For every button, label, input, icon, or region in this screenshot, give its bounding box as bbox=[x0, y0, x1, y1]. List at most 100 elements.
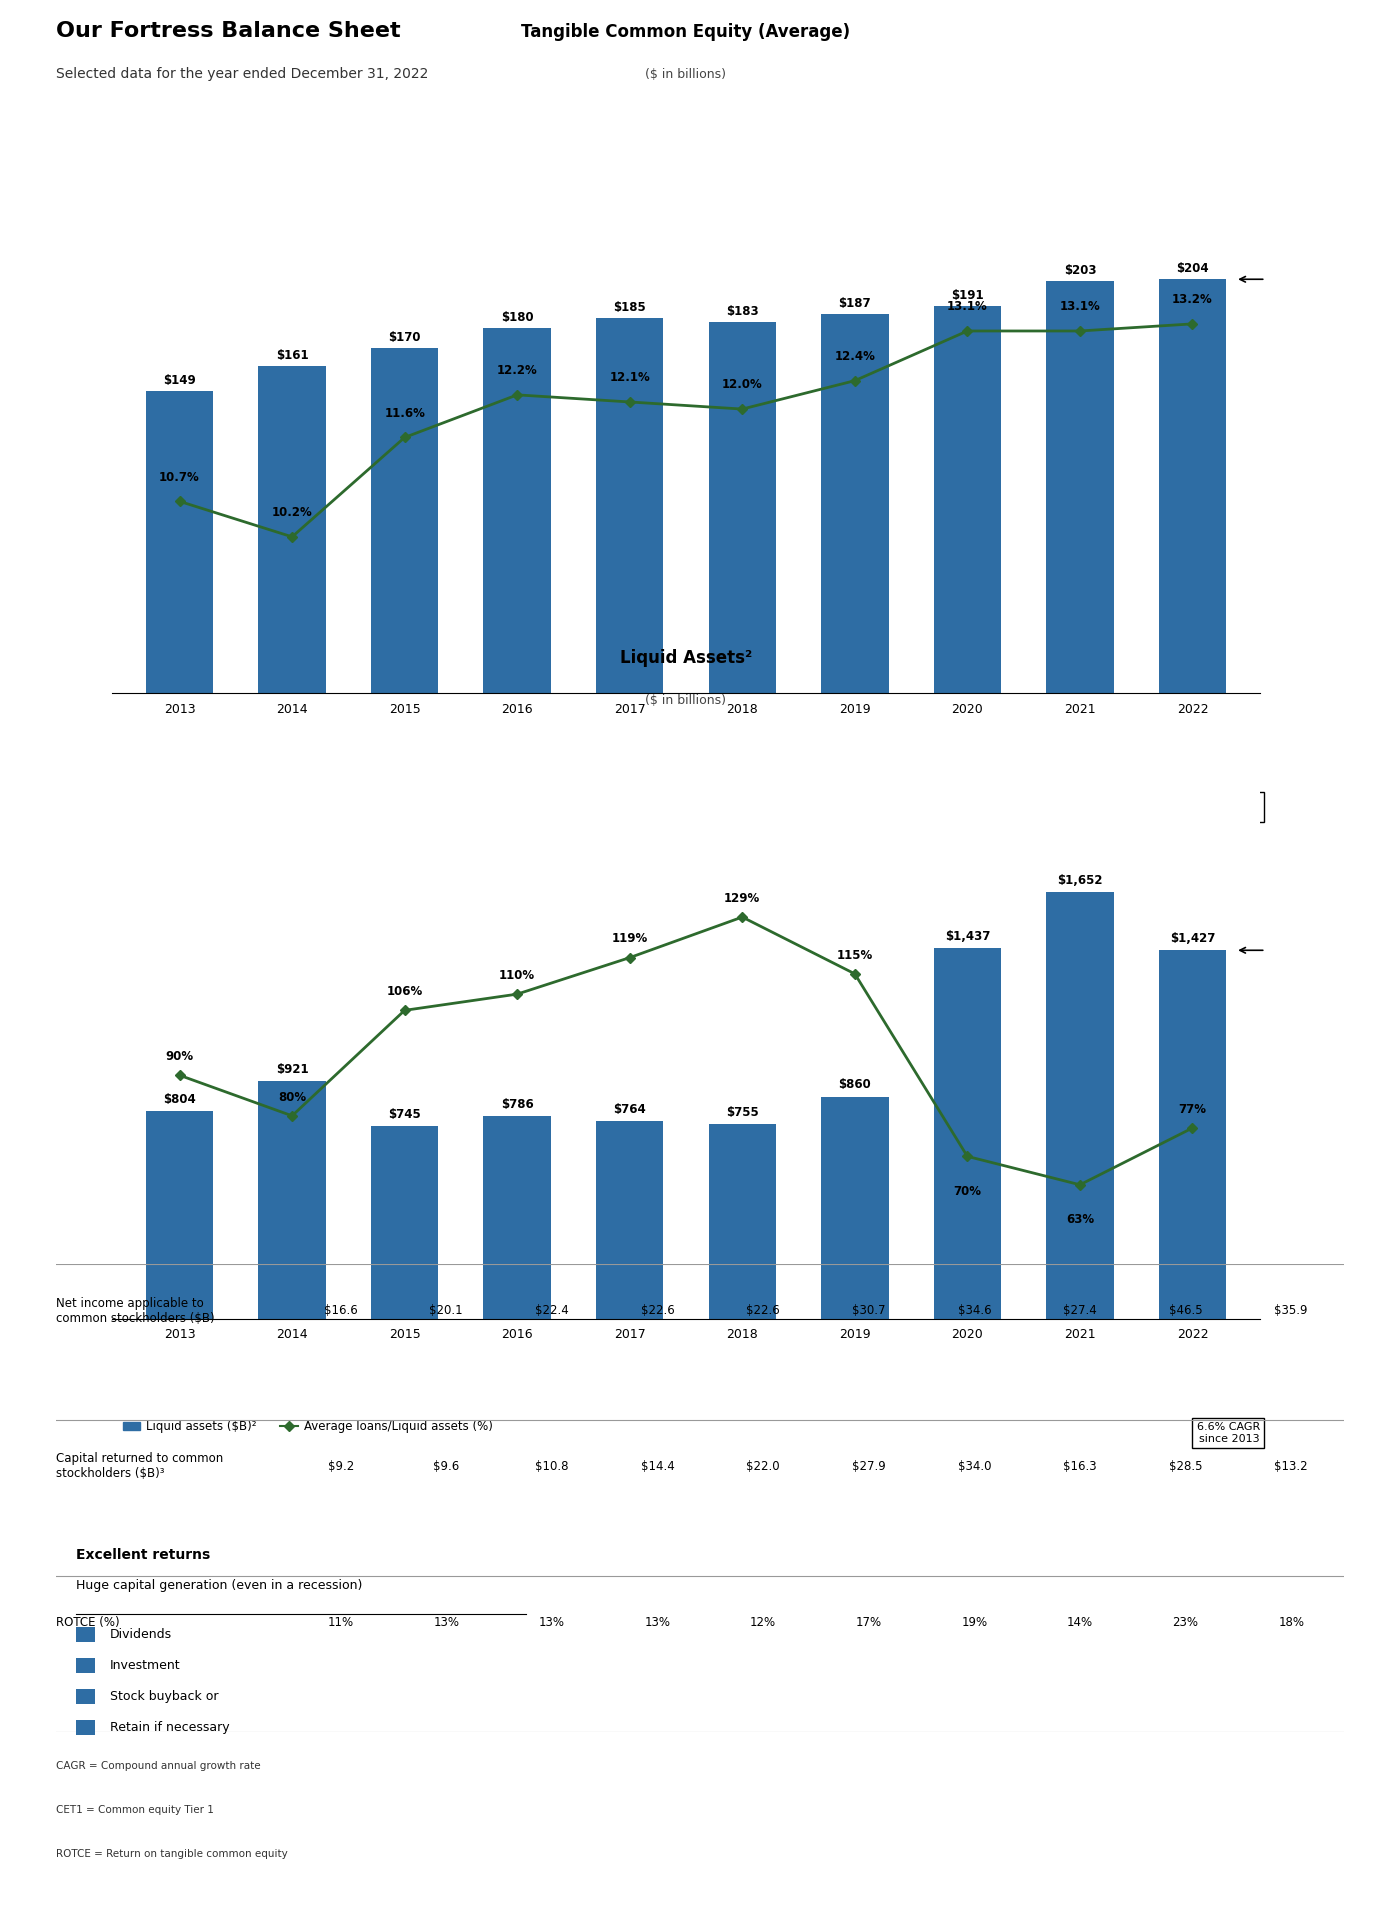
Bar bbox=[259, 366, 326, 693]
Bar bbox=[371, 1126, 438, 1319]
Text: ROTCE (%): ROTCE (%) bbox=[56, 1615, 119, 1629]
Text: 23%: 23% bbox=[1173, 1615, 1198, 1629]
Bar bbox=[820, 314, 889, 693]
Text: Dividends: Dividends bbox=[109, 1629, 172, 1640]
Text: Tangible Common Equity (Average): Tangible Common Equity (Average) bbox=[521, 23, 851, 40]
Text: 3.5% CAGR
since 2013: 3.5% CAGR since 2013 bbox=[1197, 797, 1260, 818]
Text: $14.4: $14.4 bbox=[641, 1459, 675, 1473]
Text: Investment: Investment bbox=[109, 1659, 181, 1673]
Text: $22.6: $22.6 bbox=[641, 1303, 675, 1317]
Text: ($ in billions): ($ in billions) bbox=[645, 69, 727, 81]
Text: $745: $745 bbox=[388, 1109, 421, 1120]
Bar bbox=[1159, 951, 1226, 1319]
Bar bbox=[820, 1097, 889, 1319]
Text: $16.3: $16.3 bbox=[1063, 1459, 1096, 1473]
Bar bbox=[259, 1082, 326, 1319]
Text: 77%: 77% bbox=[1179, 1103, 1207, 1116]
Text: $13.2: $13.2 bbox=[1274, 1459, 1308, 1473]
Text: $170: $170 bbox=[388, 331, 421, 345]
Text: $34.6: $34.6 bbox=[958, 1303, 991, 1317]
Text: $183: $183 bbox=[727, 304, 759, 318]
Text: 110%: 110% bbox=[500, 968, 535, 982]
Text: 10.2%: 10.2% bbox=[272, 506, 312, 520]
Text: $1,427: $1,427 bbox=[1170, 932, 1215, 945]
Text: CET1 = Common equity Tier 1: CET1 = Common equity Tier 1 bbox=[56, 1806, 214, 1815]
Text: $921: $921 bbox=[276, 1063, 308, 1076]
Text: $27.9: $27.9 bbox=[851, 1459, 886, 1473]
Bar bbox=[146, 391, 213, 693]
Text: $9.6: $9.6 bbox=[433, 1459, 459, 1473]
Bar bbox=[76, 1719, 95, 1734]
Text: 12.4%: 12.4% bbox=[834, 350, 875, 364]
Text: 13%: 13% bbox=[644, 1615, 671, 1629]
Text: Liquid Assets²: Liquid Assets² bbox=[620, 649, 752, 666]
Bar bbox=[76, 1657, 95, 1673]
Text: $185: $185 bbox=[613, 300, 647, 314]
Text: 12.2%: 12.2% bbox=[497, 364, 538, 377]
Text: 63%: 63% bbox=[1065, 1213, 1093, 1226]
Text: Our Fortress Balance Sheet: Our Fortress Balance Sheet bbox=[56, 21, 400, 40]
Text: 90%: 90% bbox=[165, 1049, 193, 1063]
Bar bbox=[708, 321, 776, 693]
Text: Excellent returns: Excellent returns bbox=[76, 1548, 210, 1561]
Text: $22.6: $22.6 bbox=[746, 1303, 780, 1317]
Text: $34.0: $34.0 bbox=[958, 1459, 991, 1473]
Bar bbox=[596, 318, 664, 693]
Text: 11%: 11% bbox=[328, 1615, 354, 1629]
Text: $1,652: $1,652 bbox=[1057, 874, 1103, 887]
Text: 14%: 14% bbox=[1067, 1615, 1093, 1629]
Text: 129%: 129% bbox=[724, 891, 760, 905]
Text: $46.5: $46.5 bbox=[1169, 1303, 1203, 1317]
Bar bbox=[371, 348, 438, 693]
Text: $27.4: $27.4 bbox=[1063, 1303, 1096, 1317]
Text: 12.0%: 12.0% bbox=[722, 379, 763, 391]
Text: 70%: 70% bbox=[953, 1184, 981, 1197]
Bar bbox=[934, 947, 1001, 1319]
Text: 6.6% CAGR
since 2013: 6.6% CAGR since 2013 bbox=[1197, 1423, 1260, 1444]
Text: Capital returned to common
stockholders ($B)³: Capital returned to common stockholders … bbox=[56, 1453, 223, 1480]
Text: 13%: 13% bbox=[539, 1615, 564, 1629]
Text: $35.9: $35.9 bbox=[1274, 1303, 1308, 1317]
Text: CAGR = Compound annual growth rate: CAGR = Compound annual growth rate bbox=[56, 1761, 260, 1771]
Text: 13%: 13% bbox=[433, 1615, 459, 1629]
Text: Selected data for the year ended December 31, 2022: Selected data for the year ended Decembe… bbox=[56, 67, 428, 81]
Text: 11.6%: 11.6% bbox=[384, 406, 426, 420]
Bar bbox=[1046, 891, 1113, 1319]
Text: $16.6: $16.6 bbox=[323, 1303, 357, 1317]
Text: 106%: 106% bbox=[386, 986, 423, 999]
Text: $860: $860 bbox=[839, 1078, 871, 1091]
Text: 17%: 17% bbox=[855, 1615, 882, 1629]
Text: $22.4: $22.4 bbox=[535, 1303, 568, 1317]
Text: $10.8: $10.8 bbox=[535, 1459, 568, 1473]
Text: Net income applicable to
common stockholders ($B): Net income applicable to common stockhol… bbox=[56, 1297, 214, 1324]
Text: ROTCE = Return on tangible common equity: ROTCE = Return on tangible common equity bbox=[56, 1848, 288, 1860]
Text: $30.7: $30.7 bbox=[853, 1303, 885, 1317]
Text: 10.7%: 10.7% bbox=[160, 470, 200, 483]
Bar bbox=[483, 1116, 552, 1319]
Text: Huge capital generation (even in a recession): Huge capital generation (even in a reces… bbox=[76, 1578, 363, 1592]
Text: $764: $764 bbox=[613, 1103, 647, 1116]
Bar bbox=[934, 306, 1001, 693]
Text: $149: $149 bbox=[164, 373, 196, 387]
Bar bbox=[708, 1124, 776, 1319]
Text: 13.1%: 13.1% bbox=[1060, 300, 1100, 314]
Bar bbox=[483, 327, 552, 693]
Text: 18%: 18% bbox=[1278, 1615, 1305, 1629]
Text: Retain if necessary: Retain if necessary bbox=[109, 1721, 230, 1734]
Text: 12%: 12% bbox=[750, 1615, 776, 1629]
Text: $786: $786 bbox=[501, 1097, 533, 1111]
Text: 19%: 19% bbox=[962, 1615, 987, 1629]
Text: $20.1: $20.1 bbox=[430, 1303, 463, 1317]
Text: 13.1%: 13.1% bbox=[946, 300, 988, 314]
Text: $187: $187 bbox=[839, 296, 871, 310]
Text: Stock buyback or: Stock buyback or bbox=[109, 1690, 218, 1704]
Bar bbox=[76, 1627, 95, 1642]
Bar bbox=[146, 1111, 213, 1319]
Text: $180: $180 bbox=[501, 310, 533, 323]
Legend: Liquid assets ($B)², Average loans/Liquid assets (%): Liquid assets ($B)², Average loans/Liqui… bbox=[118, 1415, 497, 1438]
Text: $28.5: $28.5 bbox=[1169, 1459, 1203, 1473]
Text: $9.2: $9.2 bbox=[328, 1459, 354, 1473]
Bar bbox=[1159, 279, 1226, 693]
Text: $1,437: $1,437 bbox=[945, 930, 990, 943]
Text: $161: $161 bbox=[276, 350, 308, 362]
